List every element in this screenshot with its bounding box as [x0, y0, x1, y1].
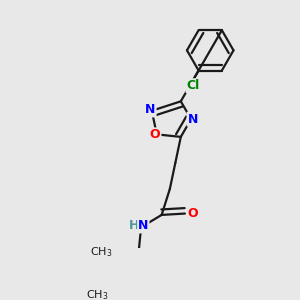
Text: CH$_3$: CH$_3$	[90, 245, 112, 259]
Text: H: H	[129, 219, 140, 232]
Text: N: N	[138, 219, 148, 232]
Text: O: O	[188, 207, 198, 220]
Text: N: N	[188, 112, 198, 126]
Text: Cl: Cl	[187, 79, 200, 92]
Text: N: N	[145, 103, 156, 116]
Text: CH$_3$: CH$_3$	[86, 288, 108, 300]
Text: O: O	[150, 128, 160, 141]
